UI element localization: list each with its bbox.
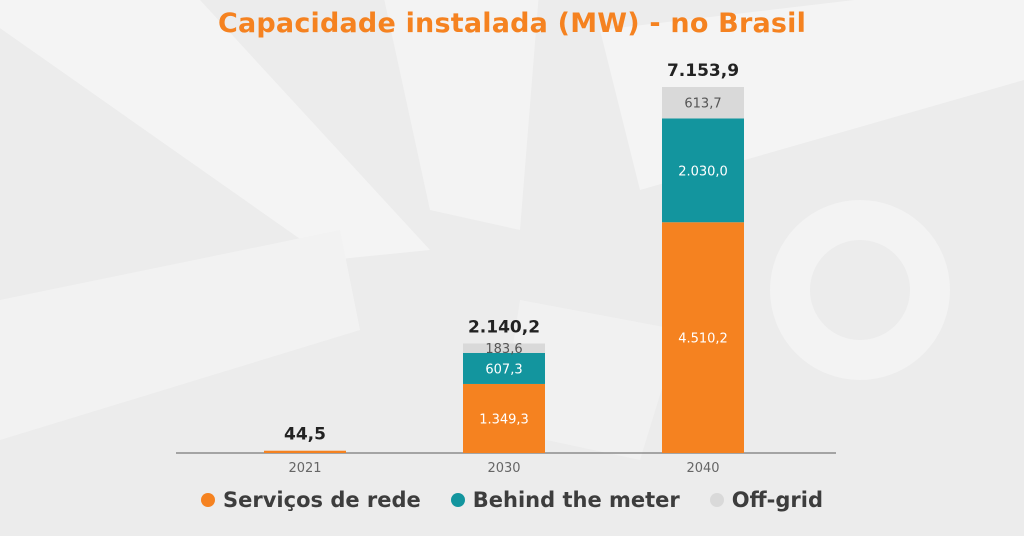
- data-label-2030-seg-0: 1.349,3: [479, 412, 529, 427]
- legend-label: Serviços de rede: [223, 488, 421, 512]
- data-label-2040-seg-0: 4.510,2: [678, 332, 728, 347]
- bar-2021-seg-0: [264, 450, 346, 453]
- bar-2030-seg-0: [463, 383, 545, 453]
- bar-2040-seg-1: [662, 118, 744, 223]
- data-label-2030-seg-2: 183,6: [485, 342, 522, 357]
- legend-item-1: Behind the meter: [450, 488, 680, 512]
- x-tick-label-2030: 2030: [487, 461, 520, 476]
- total-label-2030: 2.140,2: [468, 318, 540, 338]
- data-label-2030-seg-1: 607,3: [485, 362, 522, 377]
- chart-legend: Serviços de rede Behind the meter Off-grid: [0, 488, 1024, 512]
- bar-2030-seg-1: [463, 352, 545, 384]
- legend-swatch: [450, 493, 465, 507]
- legend-swatch: [201, 493, 216, 507]
- bar-2040-seg-0: [662, 222, 744, 453]
- legend-label: Off-grid: [731, 488, 823, 512]
- legend-swatch: [709, 493, 724, 507]
- legend-label: Behind the meter: [472, 488, 680, 512]
- legend-item-0: Serviços de rede: [201, 488, 421, 512]
- chart-title: Capacidade instalada (MW) - no Brasil: [217, 8, 807, 39]
- total-label-2021: 44,5: [284, 425, 326, 445]
- legend-item-2: Off-grid: [709, 488, 823, 512]
- bar-2030-seg-2: [463, 343, 545, 353]
- total-label-2040: 7.153,9: [667, 61, 739, 81]
- bar-2040-seg-2: [662, 87, 744, 119]
- data-label-2040-seg-1: 2.030,0: [678, 164, 728, 179]
- x-tick-label-2021: 2021: [288, 461, 321, 476]
- x-tick-label-2040: 2040: [686, 461, 719, 476]
- data-label-2040-seg-2: 613,7: [684, 97, 721, 112]
